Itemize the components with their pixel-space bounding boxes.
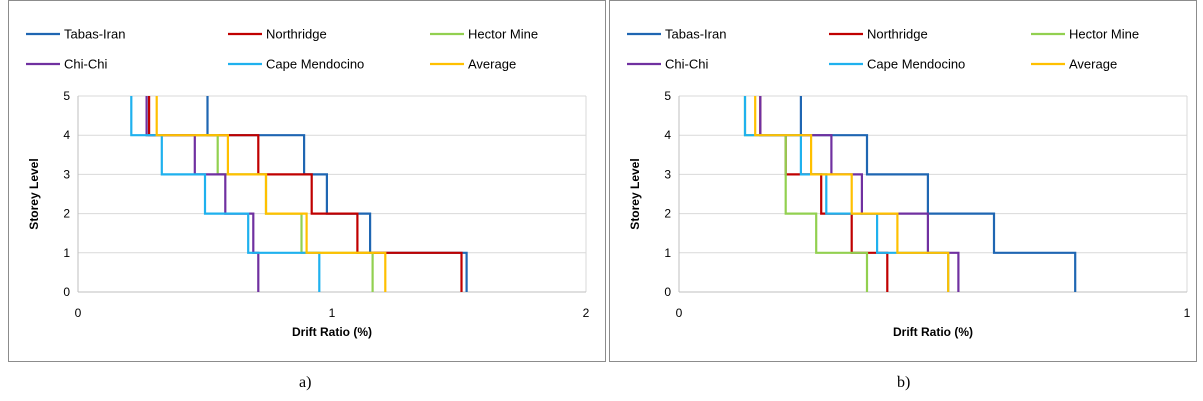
x-axis-title: Drift Ratio (%)	[893, 325, 973, 339]
legend-item-cape-mendocino: Cape Mendocino	[228, 57, 364, 72]
x-tick-label: 2	[583, 306, 590, 320]
legend-label: Cape Mendocino	[266, 57, 364, 72]
y-tick-label: 5	[664, 89, 671, 103]
legend-label: Cape Mendocino	[867, 57, 965, 72]
legend-item-chi-chi: Chi-Chi	[627, 57, 708, 72]
legend-label: Northridge	[266, 27, 327, 42]
legend-item-hector-mine: Hector Mine	[430, 27, 538, 42]
x-tick-label: 0	[75, 306, 82, 320]
series-line-average	[754, 96, 950, 292]
y-tick-label: 0	[664, 285, 671, 299]
legend-item-average: Average	[430, 57, 516, 72]
y-tick-label: 3	[63, 167, 70, 181]
legend-item-tabas-iran: Tabas-Iran	[26, 27, 125, 42]
y-tick-label: 3	[664, 167, 671, 181]
legend-item-average: Average	[1031, 57, 1117, 72]
chart-border	[8, 0, 606, 362]
series-line-tabas-iran	[799, 96, 1077, 292]
chart-border	[609, 0, 1197, 362]
y-tick-label: 1	[63, 246, 70, 260]
legend-item-northridge: Northridge	[829, 27, 928, 42]
drift-chart-b: 0 1 2 3 4 5 0 1 Drift Ratio (%) Storey Level Tabas…	[609, 0, 1197, 362]
y-tick-label: 2	[63, 207, 70, 221]
legend-label: Average	[468, 57, 516, 72]
series-line-cape-mendocino	[130, 96, 321, 292]
legend-label: Hector Mine	[1069, 27, 1139, 42]
y-tick-label: 4	[63, 128, 70, 142]
y-tick-label: 5	[63, 89, 70, 103]
chart-panel-a: 0 1 2 3 4 5 0 1 2 Drift Ratio (%) Storey Level Taba…	[8, 0, 606, 362]
legend-label: Average	[1069, 57, 1117, 72]
legend-label: Northridge	[867, 27, 928, 42]
legend-item-chi-chi: Chi-Chi	[26, 57, 107, 72]
legend-label: Tabas-Iran	[64, 27, 125, 42]
y-tick-label: 0	[63, 285, 70, 299]
legend-label: Hector Mine	[468, 27, 538, 42]
legend-label: Tabas-Iran	[665, 27, 726, 42]
caption-b: b)	[897, 374, 911, 391]
y-tick-label: 2	[664, 207, 671, 221]
x-tick-label: 0	[676, 306, 683, 320]
legend-item-hector-mine: Hector Mine	[1031, 27, 1139, 42]
series-line-average	[155, 96, 387, 292]
y-tick-label: 4	[664, 128, 671, 142]
legend-item-tabas-iran: Tabas-Iran	[627, 27, 726, 42]
x-tick-label: 1	[329, 306, 336, 320]
y-axis-title: Storey Level	[628, 158, 642, 229]
chart-panel-b: 0 1 2 3 4 5 0 1 Drift Ratio (%) Storey Level Tabas…	[609, 0, 1197, 362]
legend-item-northridge: Northridge	[228, 27, 327, 42]
x-tick-label: 1	[1184, 306, 1191, 320]
legend-label: Chi-Chi	[64, 57, 107, 72]
y-axis-title: Storey Level	[27, 158, 41, 229]
legend-item-cape-mendocino: Cape Mendocino	[829, 57, 965, 72]
y-tick-label: 1	[664, 246, 671, 260]
legend-label: Chi-Chi	[665, 57, 708, 72]
x-axis-title: Drift Ratio (%)	[292, 325, 372, 339]
caption-a: a)	[299, 374, 312, 391]
drift-chart-a: 0 1 2 3 4 5 0 1 2 Drift Ratio (%) Storey Level Taba…	[8, 0, 606, 362]
